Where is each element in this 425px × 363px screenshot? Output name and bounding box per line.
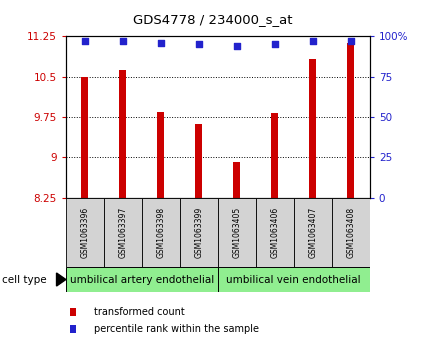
Bar [218,198,256,267]
Point [272,41,278,47]
Bar [119,70,126,198]
Text: GDS4778 / 234000_s_at: GDS4778 / 234000_s_at [133,13,292,26]
Text: cell type: cell type [2,274,47,285]
Bar [233,162,240,198]
Point [157,40,164,46]
Bar [66,267,218,292]
Point [233,43,240,49]
Text: GSM1063398: GSM1063398 [156,207,165,258]
Text: GSM1063396: GSM1063396 [80,207,89,258]
Point [119,38,126,44]
Bar [272,113,278,198]
Point [196,41,202,47]
Bar [157,112,164,198]
Polygon shape [57,273,66,286]
Text: GSM1063406: GSM1063406 [270,207,279,258]
Point [347,38,354,44]
Text: percentile rank within the sample: percentile rank within the sample [94,323,258,334]
Text: GSM1063407: GSM1063407 [308,207,317,258]
Text: umbilical vein endothelial: umbilical vein endothelial [227,274,361,285]
Bar [180,198,218,267]
Bar [104,198,142,267]
Bar [66,198,104,267]
Bar [196,124,202,198]
Bar [218,267,370,292]
Text: GSM1063397: GSM1063397 [118,207,127,258]
Bar [332,198,370,267]
Bar [347,43,354,198]
Bar [294,198,332,267]
Text: GSM1063408: GSM1063408 [346,207,355,258]
Bar [309,60,316,198]
Text: transformed count: transformed count [94,307,184,317]
Bar [256,198,294,267]
Text: GSM1063399: GSM1063399 [194,207,203,258]
Bar [142,198,180,267]
Bar [82,77,88,198]
Point [82,38,88,44]
Text: umbilical artery endothelial: umbilical artery endothelial [70,274,214,285]
Text: GSM1063405: GSM1063405 [232,207,241,258]
Point [309,38,316,44]
